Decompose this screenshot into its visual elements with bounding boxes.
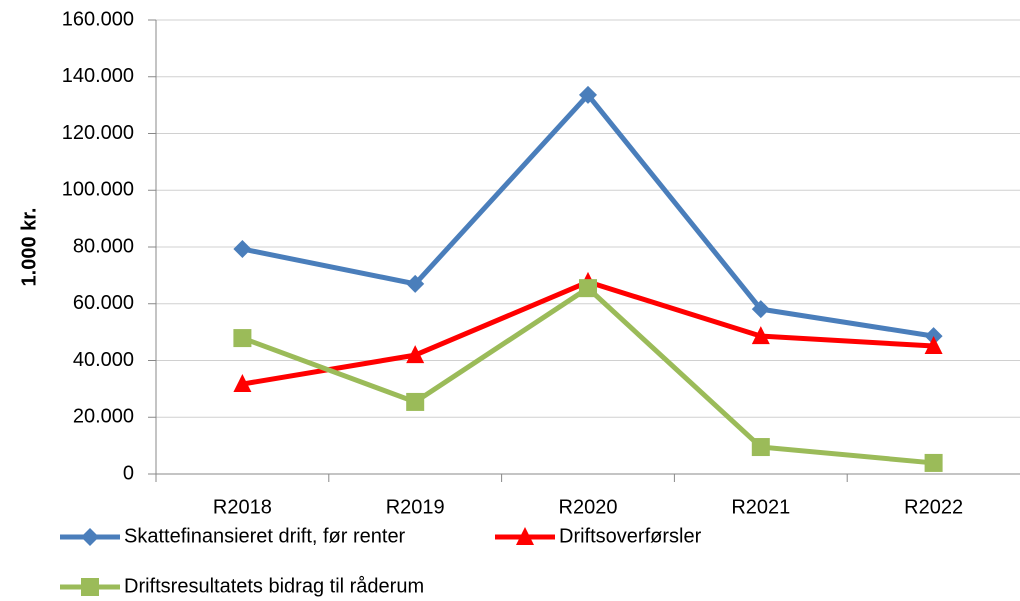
y-tick-label: 20.000 xyxy=(73,406,134,428)
marker xyxy=(751,326,770,345)
y-tick-label: 80.000 xyxy=(73,235,134,257)
marker xyxy=(516,527,534,545)
marker xyxy=(406,392,425,411)
marker xyxy=(406,274,425,293)
marker xyxy=(924,336,943,355)
series-line xyxy=(241,285,934,466)
y-tick-label: 60.000 xyxy=(73,292,134,314)
legend-label: Skattefinansieret drift, før renter xyxy=(124,525,406,547)
y-tick-label: 140.000 xyxy=(62,65,134,87)
marker xyxy=(579,279,597,298)
x-tick-label: R2021 xyxy=(731,496,790,518)
y-axis-label: 1.000 kr. xyxy=(18,208,40,287)
marker xyxy=(81,528,99,546)
y-tick-label: 100.000 xyxy=(62,179,134,201)
marker xyxy=(81,578,99,596)
marker xyxy=(924,453,943,472)
x-tick-label: R2018 xyxy=(213,496,272,518)
marker xyxy=(406,345,425,364)
x-tick-label: R2019 xyxy=(386,496,445,518)
series-line xyxy=(241,92,934,339)
marker xyxy=(233,329,252,348)
marker xyxy=(233,374,252,393)
marker xyxy=(579,85,597,104)
x-tick-label: R2022 xyxy=(904,496,963,518)
marker xyxy=(751,438,770,457)
y-tick-label: 120.000 xyxy=(62,122,134,144)
y-tick-label: 160.000 xyxy=(62,8,134,30)
marker xyxy=(751,300,770,319)
marker xyxy=(233,239,252,258)
series-line xyxy=(241,279,934,387)
legend-label: Driftsoverførsler xyxy=(559,525,702,547)
y-tick-label: 0 xyxy=(123,462,134,484)
x-tick-label: R2020 xyxy=(559,496,618,518)
y-tick-label: 40.000 xyxy=(73,349,134,371)
legend-label: Driftsresultatets bidrag til råderum xyxy=(124,575,424,597)
